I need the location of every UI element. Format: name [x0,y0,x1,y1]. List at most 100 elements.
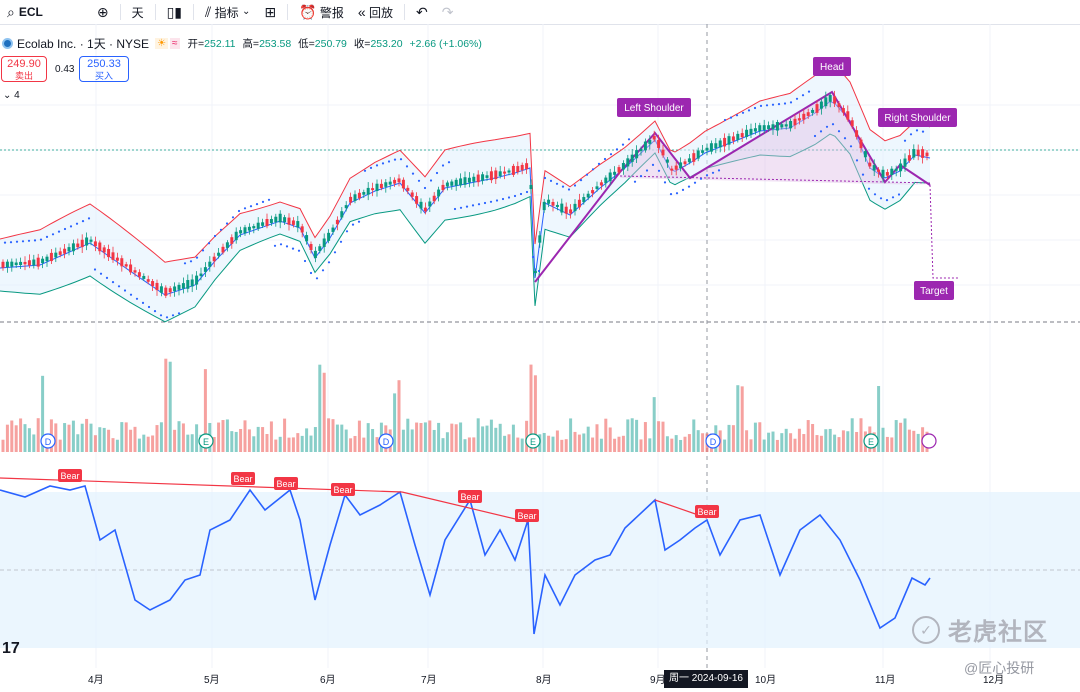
volume-bar [353,435,357,452]
candle-body [573,203,577,212]
volume-bar [85,418,89,452]
sar-dot [381,162,385,165]
sar-dot [291,247,295,250]
target-label-text: Target [920,286,948,297]
sar-dot [117,285,121,288]
candle-body [529,184,533,190]
candle-body [371,188,375,191]
candle-body [335,219,339,225]
dividend-marker: D [40,433,56,449]
sar-dot [585,173,589,176]
layouts-button[interactable]: ⊞ [257,0,283,24]
volume-bar [445,432,449,452]
candle-body [613,171,617,175]
sell-button[interactable]: 249.90 卖出 [1,56,47,82]
bear-label: Bear [515,509,539,522]
alert-button[interactable]: ⏰ 警报 [292,0,351,24]
volume-bar [331,419,335,452]
indicators-collapse-toggle[interactable]: ⌄ 4 [0,90,23,101]
volume-bar [789,433,793,452]
sar-dot [519,192,523,196]
volume-bar [819,435,823,452]
bear-label: Bear [695,505,719,518]
buy-button[interactable]: 250.33 买入 [79,56,129,82]
replay-button[interactable]: « 回放 [351,0,400,24]
volume-bar [573,431,577,452]
volume-bar [670,438,674,452]
dividend-icon [705,433,721,449]
sar-dot [897,193,901,196]
bear-label-bg [58,469,82,482]
candle-body [19,261,23,266]
sar-dot [477,203,481,206]
candle-body [670,168,674,171]
sar-dot [747,109,751,112]
sar-dot [507,196,511,199]
candle-body [762,125,766,130]
x-tick: 12月 [983,675,1005,686]
sar-dot [861,173,865,176]
tradingview-logo[interactable]: 17 [2,640,20,657]
undo-button[interactable]: ↶ [409,0,435,24]
volume-bar [525,420,529,452]
candle-body [903,158,907,167]
volume-bar [793,438,797,452]
earnings-letter: E [530,437,536,447]
candle-body [837,103,841,107]
volume-bar [5,424,9,452]
volume-bar [608,427,612,452]
volume-bar [151,435,155,452]
candle-body [863,151,867,158]
indicators-button[interactable]: ⫽ 指标 ⌄ [198,0,257,24]
volume-bar [824,429,828,452]
candle-body [256,222,260,229]
sar-dot [483,201,487,205]
volume-bar [683,436,687,452]
volume-bar [278,436,282,452]
redo-button[interactable]: ↷ [435,0,461,24]
volume-bar [225,419,229,452]
chart-type-button[interactable]: ▯▮ [160,0,189,24]
undo-icon: ↶ [416,4,428,20]
compare-button[interactable]: ⊕ [90,0,116,24]
right-shoulder-label: Right Shoulder [878,108,957,127]
sar-dot [69,225,73,228]
earnings-marker: E [863,433,879,449]
candle-body [85,237,89,246]
volume-bar [533,375,537,452]
volume-bar [498,423,502,452]
sar-dot [735,114,739,117]
candle-body [186,280,190,289]
watermark-main: 老虎社区 [948,619,1048,646]
volume-bar [371,429,375,452]
candle-body [868,162,872,167]
candle-body [705,147,709,151]
candle-body [327,232,331,241]
sar-dot [345,230,349,233]
sar-dot [141,301,145,304]
sar-dot [315,277,319,280]
sar-dot [267,198,271,201]
volume-bar [797,428,801,452]
candle-body [313,250,317,259]
redo-icon: ↷ [441,4,454,20]
candle-body [252,226,256,229]
candle-body [93,241,97,247]
volume-bar [419,423,423,452]
sar-dot [405,165,409,168]
sar-dot [399,158,403,161]
volume-bar [626,419,630,452]
rsi-divergence-line [401,491,529,523]
x-tick: 5月 [204,675,220,686]
volume-bar [335,424,339,452]
sar-dot [591,168,595,171]
interval-button[interactable]: 天 [131,5,144,20]
candle-body [300,226,304,233]
candle-body [168,288,172,293]
candle-body [525,163,529,170]
dividend-marker: D [378,433,394,449]
symbol-search[interactable]: ⌕ ECL [0,0,50,24]
volume-bar [243,420,247,452]
left-shoulder-label: Left Shoulder [617,98,691,117]
